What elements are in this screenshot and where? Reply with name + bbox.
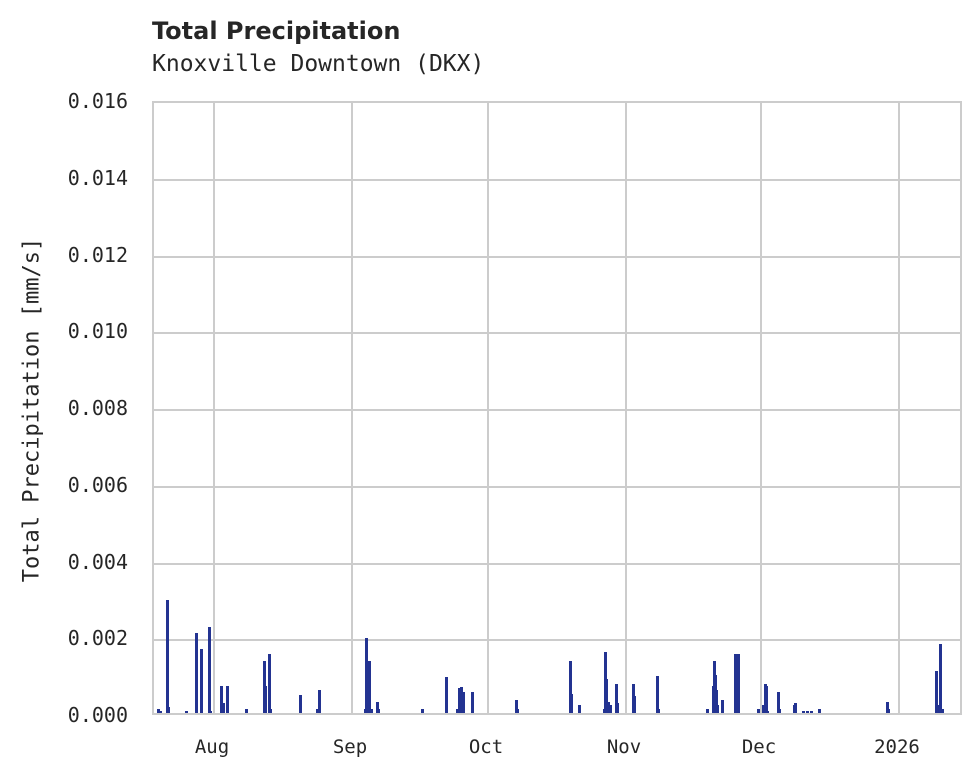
precipitation-bar	[939, 644, 942, 713]
x-tick-label: Sep	[332, 736, 368, 758]
precipitation-bar	[777, 691, 780, 713]
y-tick-label: 0.014	[67, 165, 128, 190]
precipitation-bar	[365, 638, 368, 713]
x-tick-label: Aug	[194, 736, 230, 758]
x-tick-label: Dec	[741, 736, 777, 758]
y-tick-label: 0.006	[67, 472, 128, 497]
precipitation-bar	[208, 626, 211, 713]
precipitation-bar	[578, 705, 581, 713]
vertical-gridline	[898, 103, 900, 713]
precipitation-bar	[569, 661, 572, 713]
precipitation-bar	[421, 709, 424, 713]
precipitation-bar	[716, 705, 719, 713]
precipitation-bar	[462, 691, 465, 713]
precipitation-bar	[609, 705, 612, 713]
precipitation-bar	[615, 684, 618, 713]
y-tick-label: 0.002	[67, 626, 128, 651]
precipitation-bar	[810, 711, 813, 713]
precipitation-bar	[268, 653, 271, 713]
y-tick-label: 0.012	[67, 242, 128, 267]
precipitation-bar	[222, 703, 225, 713]
precipitation-bar	[721, 699, 724, 713]
precipitation-bar	[762, 705, 765, 713]
y-tick-label: 0.000	[67, 703, 128, 727]
precipitation-bar	[516, 709, 519, 713]
vertical-gridline	[760, 103, 762, 713]
precipitation-bar	[456, 709, 459, 713]
precipitation-bar	[656, 675, 659, 713]
precipitation-bars	[154, 103, 960, 713]
precipitation-bar	[220, 686, 223, 713]
precipitation-bar	[607, 701, 610, 713]
precipitation-bar	[316, 709, 319, 713]
precipitation-bar	[460, 687, 463, 713]
precipitation-bar	[765, 686, 768, 713]
precipitation-bar	[370, 709, 373, 713]
precipitation-bar	[318, 690, 321, 713]
precipitation-bar	[794, 703, 797, 713]
vertical-gridline	[487, 103, 489, 713]
precipitation-bar	[887, 709, 890, 713]
y-tick-label: 0.010	[67, 319, 128, 344]
precipitation-bar	[185, 711, 188, 713]
precipitation-bar	[715, 690, 718, 713]
precipitation-bar	[616, 703, 619, 713]
precipitation-bar	[157, 709, 160, 713]
precipitation-bar	[706, 709, 709, 713]
precipitation-bar	[778, 709, 781, 713]
x-tick-label: Nov	[606, 736, 642, 758]
vertical-gridline	[351, 103, 353, 713]
precipitation-bar	[818, 709, 821, 713]
chart-title: Total Precipitation	[152, 17, 401, 45]
precipitation-bar	[605, 678, 608, 713]
precipitation-bar	[570, 693, 573, 713]
vertical-gridline	[213, 103, 215, 713]
precipitation-bar	[209, 711, 212, 713]
precipitation-bar	[299, 694, 302, 713]
precipitation-bar	[200, 648, 203, 713]
y-tick-label: 0.004	[67, 549, 128, 574]
precipitation-bar	[269, 709, 272, 713]
x-tick-label: Oct	[468, 736, 504, 758]
precipitation-bar	[159, 711, 162, 713]
precipitation-bar	[766, 711, 769, 713]
precipitation-bar	[737, 653, 740, 713]
precipitation-bar	[368, 661, 371, 713]
horizontal-gridline	[154, 409, 960, 411]
precipitation-bar	[264, 686, 267, 713]
horizontal-gridline	[154, 332, 960, 335]
y-tick-label: 0.008	[67, 396, 128, 420]
vertical-gridline	[625, 103, 627, 713]
precipitation-bar	[657, 709, 660, 713]
precipitation-bar	[226, 686, 229, 713]
precipitation-bar	[633, 695, 636, 713]
precipitation-bar	[376, 702, 379, 713]
precipitation-bar	[445, 676, 448, 713]
precipitation-bar	[935, 670, 938, 713]
precipitation-bar	[515, 699, 518, 713]
precipitation-bar	[886, 702, 889, 713]
precipitation-bar	[937, 705, 940, 713]
precipitation-bar	[167, 707, 170, 713]
precipitation-bar	[734, 653, 737, 713]
precipitation-bar	[802, 711, 805, 713]
precipitation-bar	[245, 709, 248, 713]
horizontal-gridline	[154, 639, 960, 642]
precipitation-bar	[757, 709, 760, 713]
horizontal-gridline	[154, 255, 960, 258]
x-tick-label: 2026	[874, 736, 920, 758]
y-tick-label: 0.016	[67, 89, 128, 113]
plot-area	[152, 101, 962, 715]
precipitation-bar	[941, 709, 944, 713]
horizontal-gridline	[154, 562, 960, 565]
precipitation-bar	[166, 600, 169, 713]
horizontal-gridline	[154, 178, 960, 181]
precipitation-bar	[471, 691, 474, 713]
precipitation-bar	[195, 632, 198, 713]
horizontal-gridline	[154, 485, 960, 488]
precipitation-bar	[806, 711, 809, 713]
precipitation-bar	[458, 688, 461, 713]
precipitation-bar	[377, 709, 380, 713]
chart-subtitle: Knoxville Downtown (DKX)	[152, 51, 485, 77]
